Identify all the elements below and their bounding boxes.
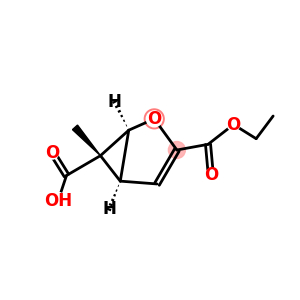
Text: H: H xyxy=(108,93,122,111)
Text: OH: OH xyxy=(44,192,72,210)
Circle shape xyxy=(50,193,67,209)
Circle shape xyxy=(146,111,162,127)
Polygon shape xyxy=(73,125,100,156)
Text: O: O xyxy=(147,110,161,128)
Circle shape xyxy=(205,169,217,182)
Text: H: H xyxy=(102,200,116,218)
Text: O: O xyxy=(204,167,218,184)
Circle shape xyxy=(168,142,185,158)
Circle shape xyxy=(144,109,164,129)
Text: O: O xyxy=(226,116,241,134)
Circle shape xyxy=(227,118,240,131)
Text: O: O xyxy=(45,144,59,162)
Circle shape xyxy=(46,147,59,159)
